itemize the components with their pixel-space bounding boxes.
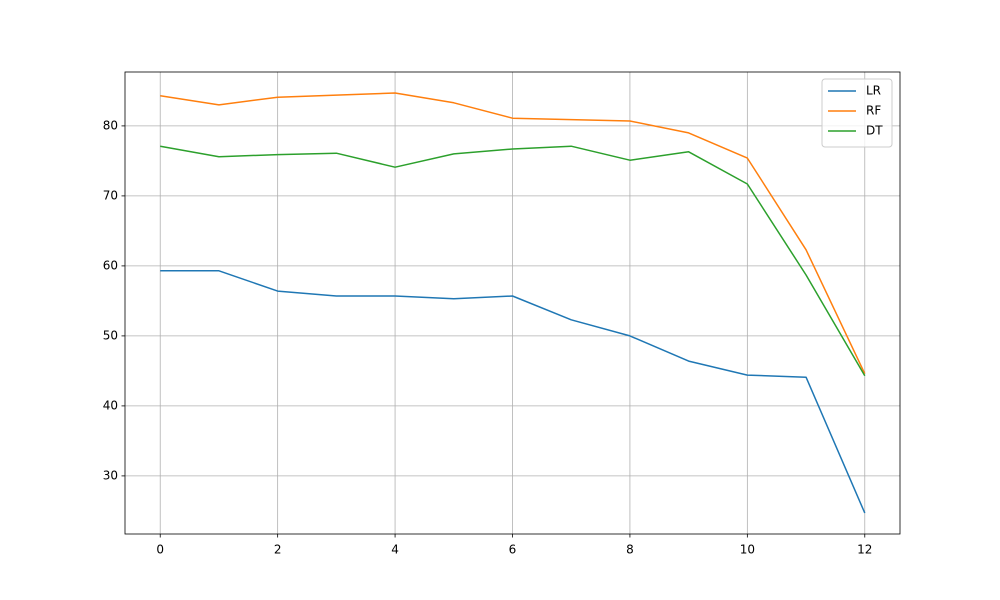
x-tick-label: 4 (391, 543, 399, 557)
y-tick-label: 80 (103, 118, 118, 132)
data-line (160, 145, 866, 377)
y-tick-label: 70 (103, 188, 118, 202)
plot-lines (160, 92, 866, 514)
y-tick-label: 30 (103, 468, 118, 482)
ticks: 0 2 4 6 8 10 12 30 40 50 60 70 80 (103, 118, 873, 556)
y-tick-label: 50 (103, 328, 118, 342)
legend-box (821, 78, 893, 148)
legend: LR RF DT (821, 78, 893, 148)
x-tick-label: 8 (626, 543, 634, 557)
grid (125, 72, 900, 534)
y-tick-label: 60 (103, 258, 118, 272)
legend-label: RF (866, 104, 881, 118)
x-tick-label: 6 (509, 543, 517, 557)
y-tick-label: 40 (103, 398, 118, 412)
legend-label: DT (866, 124, 883, 138)
legend-label: LR (866, 84, 881, 98)
data-line (160, 270, 866, 514)
data-line (160, 92, 866, 375)
x-tick-label: 12 (857, 543, 872, 557)
x-tick-label: 10 (740, 543, 755, 557)
x-tick-label: 0 (156, 543, 164, 557)
x-tick-label: 2 (274, 543, 282, 557)
